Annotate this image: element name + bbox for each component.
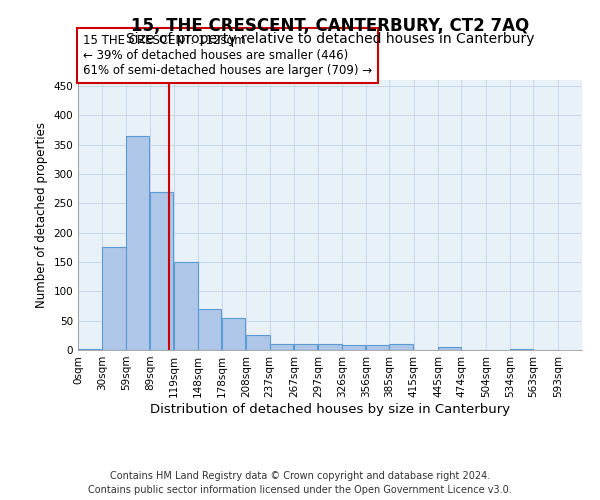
Bar xyxy=(389,344,413,350)
Bar xyxy=(222,318,245,350)
Bar xyxy=(438,347,461,350)
Bar xyxy=(198,309,221,350)
X-axis label: Distribution of detached houses by size in Canterbury: Distribution of detached houses by size … xyxy=(150,402,510,415)
Text: 15 THE CRESCENT: 112sqm
← 39% of detached houses are smaller (446)
61% of semi-d: 15 THE CRESCENT: 112sqm ← 39% of detache… xyxy=(83,34,372,78)
Bar xyxy=(342,346,365,350)
Bar xyxy=(246,336,270,350)
Bar xyxy=(78,349,101,350)
Bar xyxy=(270,344,293,350)
Bar xyxy=(294,344,317,350)
Text: Size of property relative to detached houses in Canterbury: Size of property relative to detached ho… xyxy=(126,32,534,46)
Bar xyxy=(174,262,198,350)
Text: 15, THE CRESCENT, CANTERBURY, CT2 7AQ: 15, THE CRESCENT, CANTERBURY, CT2 7AQ xyxy=(131,18,529,36)
Bar xyxy=(126,136,149,350)
Text: Contains HM Land Registry data © Crown copyright and database right 2024.
Contai: Contains HM Land Registry data © Crown c… xyxy=(88,471,512,495)
Bar xyxy=(150,192,173,350)
Y-axis label: Number of detached properties: Number of detached properties xyxy=(35,122,48,308)
Bar xyxy=(510,349,533,350)
Bar xyxy=(102,248,126,350)
Bar xyxy=(318,344,342,350)
Bar xyxy=(366,346,389,350)
